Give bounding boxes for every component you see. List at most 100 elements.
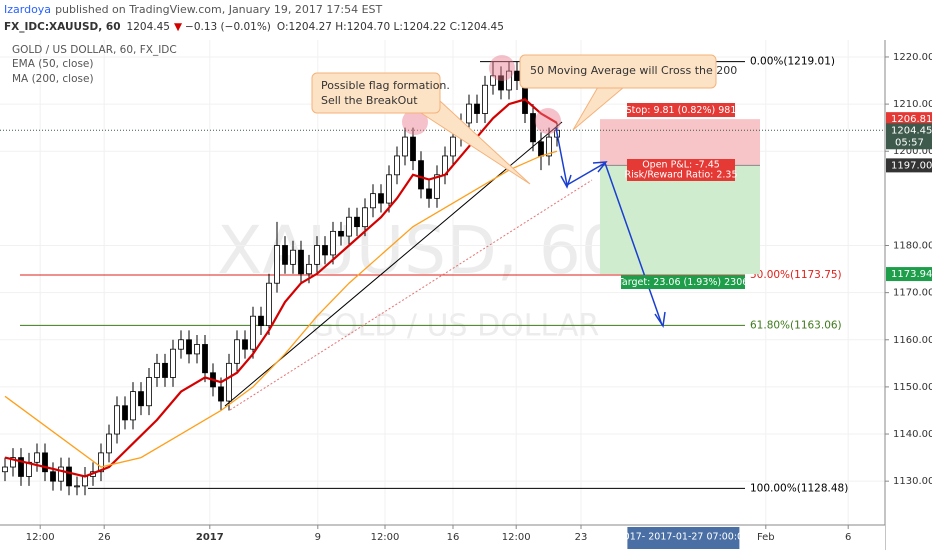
fib-label: 0.00%(1219.01) [750,56,835,68]
price-label: 1173.94 [891,269,932,280]
candle-body [58,466,64,482]
candle-body [482,84,488,114]
candle-body [178,339,184,350]
candle-body [194,344,200,355]
price-label: 1206.81 [891,114,932,125]
axes: 1130.00 1140.00 1150.00 1160.00 1170.00 1180.… [0,40,932,550]
chart-title: GOLD / US DOLLAR, 60, FX_IDC [12,44,177,56]
candle-body [330,230,336,256]
callout-text: Sell the BreakOut [321,94,418,107]
fib-label: 50.00%(1173.75) [750,269,842,281]
candle-body [74,485,80,488]
symbol: FX_IDC:XAUUSD, 60 [4,21,121,33]
pnl-label: Open P&L: -7.45 [642,160,720,171]
candle-body [354,216,360,228]
candle-body [130,391,136,421]
arrow-head [560,174,572,189]
candle-body [434,174,440,199]
stop-label: Stop: 9.81 (0.82%) 981 [626,105,737,116]
candle-body [10,457,16,468]
candle-body [378,193,384,204]
candle-body [18,457,24,477]
candle-body [202,344,208,374]
callout [311,72,441,114]
candle-body [498,75,504,91]
symbol-line: FX_IDC:XAUUSD, 60 1204.45 ▼ −0.13 (−0.01%) O… [4,21,504,33]
published: published on TradingView.com, January 19… [55,3,382,16]
x-tick-label: 16 [447,532,460,543]
candle-body [106,433,112,454]
candle-body [418,160,424,190]
stop-zone [600,119,760,166]
candle-body [426,188,432,199]
down-arrow: ▼ [174,21,183,33]
y-tick-label: 1160.00 [893,335,932,346]
indicator-line [4,150,558,468]
price-label-box [886,123,932,150]
candle-body [466,103,472,124]
callout-text: 50 Moving Average will Cross the 200 [530,64,737,77]
highlight-circle [535,108,561,134]
author[interactable]: Izardoya [4,3,51,16]
candle-body [362,207,368,228]
x-tick-label: 9 [315,532,321,543]
price-label-box [886,267,932,282]
target-label-box [621,275,745,289]
y-tick-label: 1130.00 [893,476,932,487]
y-tick-label: 1200.00 [893,146,932,157]
crosshair-label: 2017- 2017-01-27 07:00:00 [618,532,750,543]
candle-body [274,245,280,284]
candle-body [338,230,344,237]
candle-body [506,70,512,91]
candle-body [538,141,544,157]
highlight-circle [402,109,428,135]
candle-body [226,362,232,402]
candle-body [122,405,128,421]
candle-body [242,339,248,350]
y-tick-label: 1180.00 [893,241,932,252]
y-tick-label: 1140.00 [893,429,932,440]
candle-body [346,216,352,237]
time-axis [0,525,885,550]
candle-body [218,386,224,402]
candle-body [258,315,264,327]
candle-body [410,136,416,162]
price-label: 1204.45 [891,125,932,136]
stop-label-box [627,103,735,117]
countdown: 05:57 [895,137,924,148]
candle-body [402,136,408,157]
candle-body [530,113,536,143]
x-tick-label: 2017 [196,532,224,543]
candle-body [370,193,376,209]
fib-label: 100.00%(1128.48) [750,482,848,494]
x-tick-label: 12:00 [502,532,531,543]
crosshair-box [627,527,740,549]
candle-body [514,70,520,81]
price-label: 1197.00 [891,160,932,171]
legend-entry: EMA (50, close) [12,58,94,70]
candle-body [98,452,104,473]
fib-label: 61.80%(1163.06) [750,319,842,331]
target-zone [600,165,760,275]
candle-body [82,476,88,487]
candle-body [298,249,304,275]
y-tick-label: 1210.00 [893,99,932,110]
header-line: Izardoya published on TradingView.com, Ja… [4,3,383,16]
y-tick-label: 1170.00 [893,288,932,299]
candle-body [306,263,312,275]
ohlc: O:1204.27 H:1204.70 L:1204.22 C:1204.45 [277,21,504,33]
x-tick-label: Feb [757,532,775,543]
y-tick-label: 1150.00 [893,382,932,393]
candle-body [394,155,400,176]
candle-body [250,315,256,350]
ratio-label: Risk/Reward Ratio: 2.35 [624,170,737,181]
arrow-head [592,161,608,173]
last-price: 1204.45 [127,21,170,33]
candle-body [314,245,320,265]
indicator-line [4,98,558,478]
arrow-head [654,311,666,329]
target-label: Target: 23.06 (1.93%) 2306 [617,277,749,288]
change: −0.13 (−0.01%) [185,21,271,33]
candle-body [162,362,168,378]
